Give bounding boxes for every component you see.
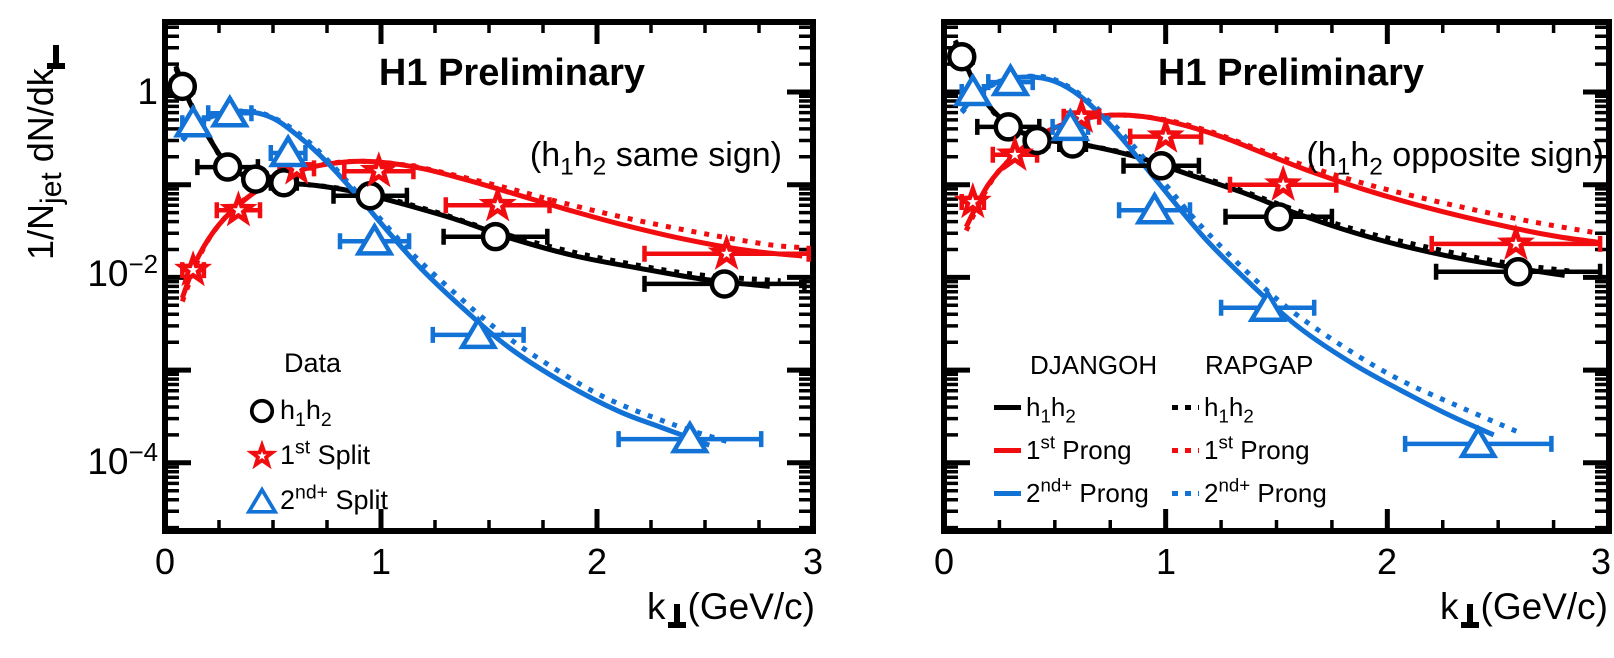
legend-row-first-prong: 1st Prong 1st Prong [994, 429, 1327, 472]
star-marker-center [187, 264, 199, 275]
star-marker-center [1277, 178, 1289, 190]
legend-data: Data h1h2 1st Split 2nd+ Split [244, 348, 388, 523]
open-triangle-marker [458, 315, 499, 350]
axis-minor-ticks [167, 24, 811, 530]
legend-row-second-prong: 2nd+ Prong 2nd+ Prong [994, 472, 1327, 515]
star-marker-center [257, 450, 267, 460]
open-circle-marker [1263, 202, 1294, 232]
open-circle-marker [480, 221, 511, 252]
panel-title-right: H1 Preliminary [1157, 52, 1425, 94]
star-marker-center [373, 165, 385, 176]
legend-item-label: 1st Split [280, 436, 371, 470]
x-tick-right-3: 3 [1590, 541, 1612, 582]
y-tick-label-1e-2: 10−2 [87, 251, 158, 294]
star-marker-center [1160, 130, 1172, 142]
legend-item-h1h2: h1h2 [244, 388, 388, 433]
open-circle-marker [212, 152, 243, 182]
open-circle-marker [240, 164, 271, 194]
x-tick-right-1: 1 [1155, 541, 1177, 582]
open-triangle-marker [990, 62, 1031, 97]
star-marker-center [491, 199, 504, 211]
x-tick-right-2: 2 [1376, 541, 1398, 582]
markers-prong2 [952, 62, 1499, 459]
star-marker-center [967, 196, 979, 207]
open-circle-marker [993, 112, 1024, 142]
y-tick-label-1e-4: 10−4 [87, 439, 158, 482]
perp-icon [667, 604, 686, 628]
open-circle-icon [244, 393, 280, 429]
y-axis-title-pre: 1/N [20, 203, 61, 260]
markers-h1h2 [167, 71, 740, 299]
open-circle-marker [1503, 257, 1533, 287]
open-triangle-marker [669, 419, 710, 454]
open-circle-marker [249, 398, 275, 423]
star-marker-center [1075, 110, 1088, 122]
perp-icon [1460, 604, 1479, 628]
open-triangle-marker [245, 485, 279, 514]
markers-split2 [173, 93, 710, 454]
legend-data-header: Data [284, 348, 342, 378]
open-triangle-marker [1458, 424, 1499, 459]
x-tick-left-1: 1 [370, 541, 392, 582]
open-triangle-marker [173, 103, 214, 138]
open-triangle-marker [354, 221, 395, 256]
open-triangle-marker [209, 93, 250, 128]
legend-column-djangoh: DJANGOH [1030, 350, 1158, 380]
open-triangle-marker [1050, 107, 1091, 142]
dotted-line-icon [1172, 448, 1199, 453]
star-marker-center [1510, 237, 1522, 249]
open-circle-marker [1022, 125, 1052, 156]
star-marker-center [720, 247, 733, 259]
legend-item-second-split: 2nd+ Split [244, 478, 388, 523]
open-circle-marker [946, 42, 977, 72]
x-tick-left-0: 0 [154, 541, 176, 582]
x-axis-title-left: k (GeV/c) [647, 586, 815, 628]
star-icon [244, 438, 280, 474]
legend-item-label: 2nd+ Split [280, 481, 389, 515]
legend-models-header: DJANGOH RAPGAP [994, 350, 1327, 386]
curve-rapgap-prong2 [959, 73, 1522, 436]
dotted-line-icon [1172, 405, 1199, 410]
legend-models: DJANGOH RAPGAP h1h2 h1h2 1st Prong 1st P… [994, 350, 1327, 515]
open-circle-marker [355, 180, 385, 211]
x-tick-left-3: 3 [802, 541, 824, 582]
open-circle-marker [1146, 151, 1176, 181]
plot-frame [941, 19, 1612, 534]
open-triangle-marker [952, 72, 993, 107]
dotted-line-icon [1172, 491, 1199, 496]
panel-right [941, 19, 1612, 534]
open-circle-marker [709, 269, 740, 299]
panel-subtitle-right: (h1h2 opposite sign) [1306, 136, 1604, 181]
panel-left [162, 19, 816, 534]
panel-subtitle-left: (h1h2 same sign) [529, 136, 782, 181]
x-tick-right-0: 0 [933, 541, 955, 582]
star-marker-center [1009, 148, 1021, 160]
perp-icon [47, 45, 65, 69]
star-marker-center [232, 204, 245, 216]
solid-line-icon [994, 405, 1021, 410]
open-circle-marker [167, 71, 198, 102]
legend-column-rapgap: RAPGAP [1205, 350, 1314, 380]
star-marker-center [291, 162, 303, 174]
y-tick-label-1: 1 [137, 71, 158, 112]
open-triangle-marker [1134, 190, 1175, 225]
curve-rapgap-split1 [179, 158, 803, 303]
triangle-icon [244, 483, 280, 519]
plot-frame [162, 19, 816, 534]
open-triangle-marker [268, 133, 309, 168]
x-axis-title-right: k (GeV/c) [1440, 586, 1608, 628]
solid-line-icon [994, 491, 1021, 496]
markers-prong1 [953, 96, 1535, 260]
legend-item-first-split: 1st Split [244, 433, 388, 478]
y-axis-title-sub: jet [35, 172, 69, 204]
solid-line-icon [994, 448, 1021, 453]
panel-title-left: H1 Preliminary [378, 52, 646, 94]
open-triangle-marker [1247, 288, 1288, 323]
axis-minor-ticks [946, 24, 1607, 530]
legend-row-h1h2: h1h2 h1h2 [994, 386, 1327, 429]
x-tick-left-2: 2 [586, 541, 608, 582]
legend-item-label: h1h2 [280, 395, 332, 431]
